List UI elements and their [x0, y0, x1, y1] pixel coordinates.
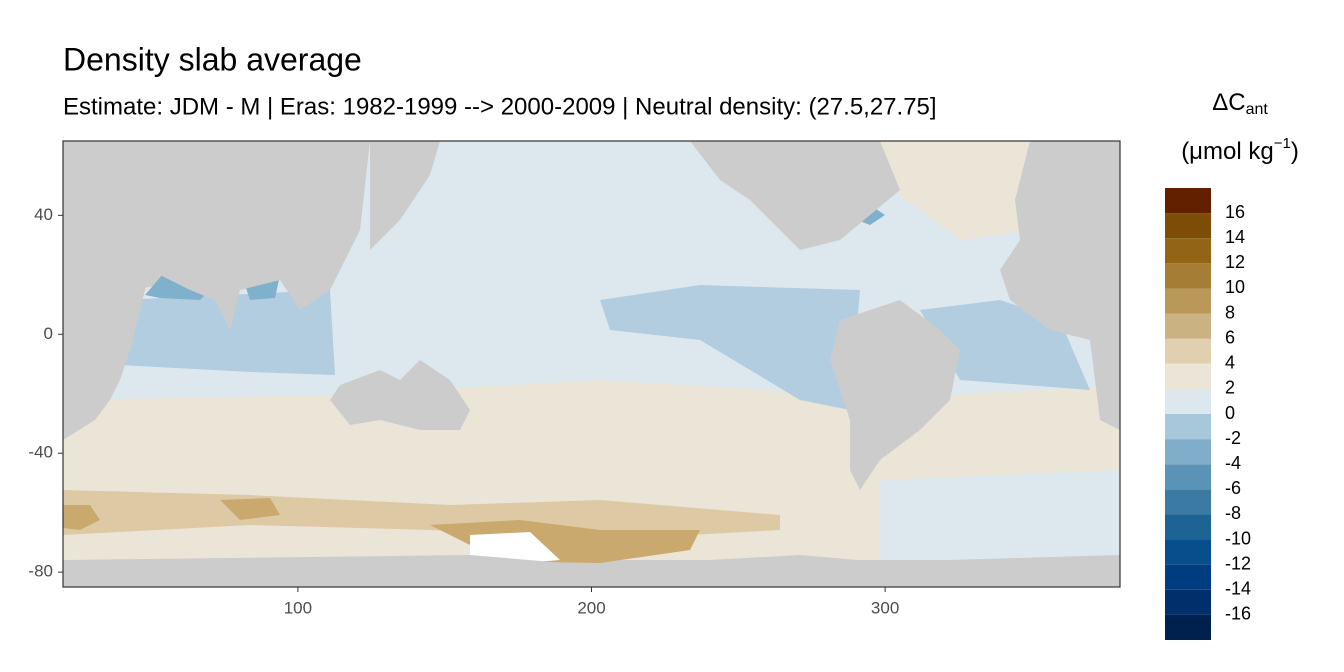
legend-title-main: ΔC — [1212, 89, 1245, 116]
legend-tick-label: -8 — [1225, 503, 1241, 523]
legend-tick-label: -6 — [1225, 478, 1241, 498]
legend-tick-label: -2 — [1225, 428, 1241, 448]
legend-swatch — [1165, 363, 1211, 389]
legend-tick-label: 14 — [1225, 227, 1245, 247]
ocean-patch — [430, 520, 700, 563]
chart-subtitle: Estimate: JDM - M | Eras: 1982-1999 --> … — [63, 93, 937, 120]
legend-swatch — [1165, 564, 1211, 590]
ice-edge — [470, 532, 560, 565]
legend-tick-label: -4 — [1225, 453, 1241, 473]
legend-unit: (μmol kg−1) — [1181, 135, 1299, 165]
legend-swatch — [1165, 388, 1211, 414]
legend-swatch — [1165, 238, 1211, 264]
legend-tick-label: -10 — [1225, 528, 1251, 548]
ocean-eq — [600, 285, 860, 410]
legend-tick-label: 12 — [1225, 252, 1245, 272]
legend-swatch — [1165, 439, 1211, 465]
legend-swatch — [1165, 589, 1211, 615]
legend-title-sub: ant — [1246, 101, 1269, 118]
legend-swatch — [1165, 464, 1211, 490]
land — [63, 141, 370, 440]
land — [690, 141, 900, 250]
x-tick-label: 300 — [871, 598, 899, 617]
legend-swatch — [1165, 288, 1211, 314]
legend-unit-close: ) — [1291, 138, 1299, 165]
legend-tick-label: -12 — [1225, 553, 1251, 573]
x-tick-label: 100 — [284, 598, 312, 617]
legend-swatch — [1165, 313, 1211, 339]
x-tick-label: 200 — [577, 598, 605, 617]
land — [1000, 141, 1120, 430]
land — [830, 300, 960, 490]
y-tick-label: -40 — [28, 443, 53, 462]
legend-swatch — [1165, 213, 1211, 239]
land — [330, 360, 470, 430]
ocean-eq — [120, 290, 335, 375]
ocean-patch — [220, 498, 280, 520]
y-tick-label: -80 — [28, 562, 53, 581]
legend-swatch — [1165, 188, 1211, 214]
legend-swatch — [1165, 414, 1211, 440]
legend-swatch — [1165, 514, 1211, 540]
legend-tick-label: 16 — [1225, 202, 1245, 222]
legend-tick-label: 10 — [1225, 277, 1245, 297]
legend-tick-label: 4 — [1225, 353, 1235, 373]
legend-tick-label: 2 — [1225, 378, 1235, 398]
legend-swatch — [1165, 263, 1211, 289]
legend-swatch — [1165, 489, 1211, 515]
y-tick-label: 0 — [44, 324, 53, 343]
legend-title: ΔCant — [1212, 89, 1268, 118]
land — [370, 141, 440, 250]
legend-tick-label: 0 — [1225, 403, 1235, 423]
map — [62, 140, 1121, 588]
legend-tick-label: 6 — [1225, 327, 1235, 347]
legend-unit-main: (μmol kg — [1181, 138, 1274, 165]
legend-tick-label: -14 — [1225, 579, 1251, 599]
legend-tick-label: 8 — [1225, 302, 1235, 322]
legend-swatch — [1165, 614, 1211, 640]
legend-unit-sup: −1 — [1274, 135, 1291, 152]
ocean-patch — [63, 505, 100, 530]
chart-title: Density slab average — [63, 41, 362, 77]
legend-tick-label: -16 — [1225, 604, 1251, 624]
y-tick-label: 40 — [34, 205, 53, 224]
legend-swatch — [1165, 338, 1211, 364]
legend-swatch — [1165, 539, 1211, 565]
land — [63, 555, 1120, 587]
